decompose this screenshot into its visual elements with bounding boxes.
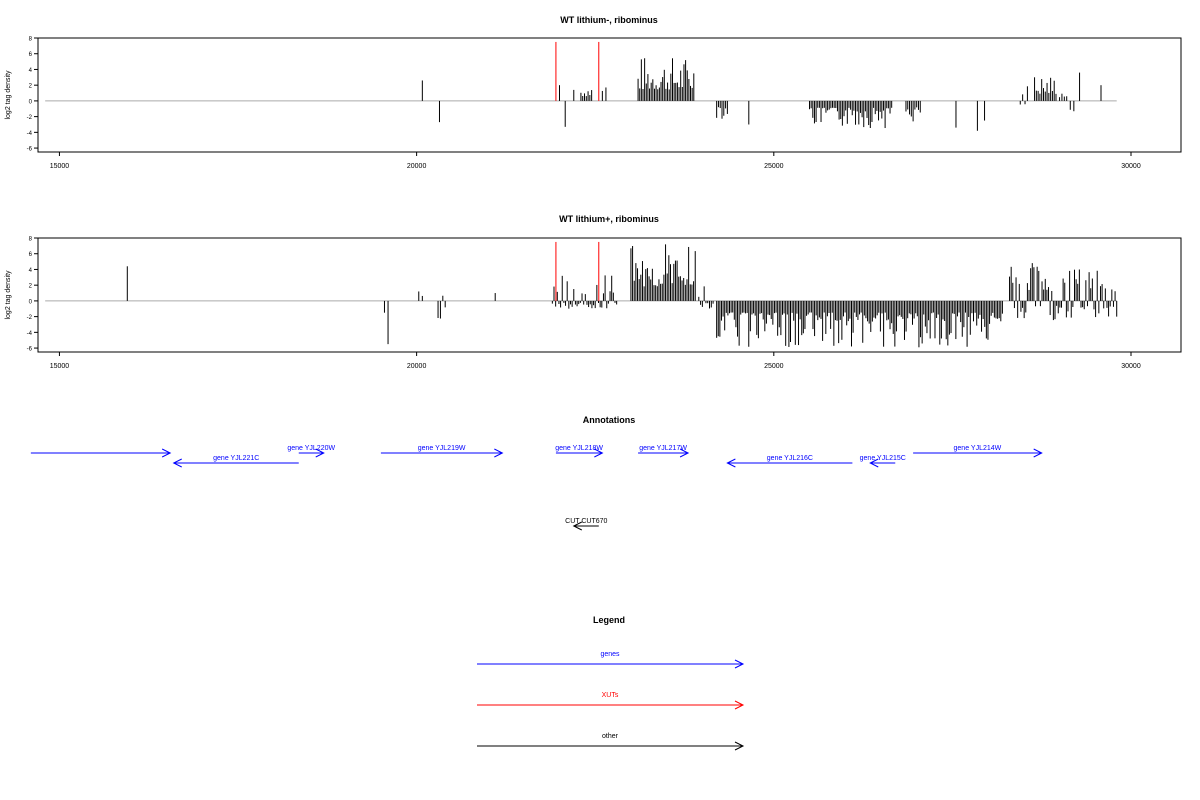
legend-label: other xyxy=(602,733,619,740)
y-tick-label: 8 xyxy=(29,237,33,243)
arrow-head xyxy=(172,458,182,468)
arrow-head xyxy=(594,448,604,458)
arrow-head xyxy=(679,448,690,458)
gene-arrow xyxy=(913,448,1043,458)
axis-ticks: 15000 20000 25000 30000 8 6 4 2 0 -2 -4 -6 xyxy=(27,237,1141,371)
legend-label: genes xyxy=(600,651,620,658)
y-tick-label: 0 xyxy=(29,99,33,105)
other-arrow xyxy=(572,521,599,531)
y-axis-label: log2 tag density xyxy=(5,70,12,120)
gene-label: gene YJL220W xyxy=(287,445,335,452)
y-tick-label: -2 xyxy=(27,315,33,321)
arrow-head xyxy=(869,458,879,468)
gene-arrow xyxy=(30,448,172,458)
gene-arrow xyxy=(298,448,325,458)
legend: Legend genes XUTs other xyxy=(477,615,745,751)
y-tick-label: -4 xyxy=(27,131,33,137)
density-panel-lithium-plus: WT lithium+, ribominus log2 tag density … xyxy=(5,214,1182,371)
arrow-head xyxy=(734,700,745,710)
gene-arrow xyxy=(172,458,299,468)
x-tick-label: 20000 xyxy=(407,163,427,170)
gene-arrows: gene YJL221C gene YJL220W gene YJL219W gene… xyxy=(30,445,1043,468)
gene-label: gene YJL216C xyxy=(767,455,813,462)
y-tick-label: -2 xyxy=(27,115,33,121)
arrow-head xyxy=(1033,448,1043,458)
arrow-head xyxy=(734,741,745,751)
arrow-head xyxy=(726,458,736,468)
gene-arrow xyxy=(869,458,896,468)
gene-arrow xyxy=(555,448,604,458)
y-tick-label: 8 xyxy=(29,37,33,43)
legend-arrow xyxy=(477,741,745,751)
arrow-head xyxy=(734,659,745,669)
gene-arrow xyxy=(638,448,690,458)
x-tick-label: 30000 xyxy=(1121,163,1141,170)
x-tick-label: 15000 xyxy=(50,363,70,370)
legend-items: genes XUTs other xyxy=(477,651,745,751)
density-marks xyxy=(45,241,1118,348)
gene-label: gene YJL214W xyxy=(954,445,1002,452)
legend-arrow xyxy=(477,700,745,710)
plot-frame xyxy=(37,237,1182,353)
arrow-head xyxy=(494,448,504,458)
y-tick-label: 4 xyxy=(29,268,33,274)
arrow-head xyxy=(572,521,583,531)
x-tick-label: 25000 xyxy=(764,363,784,370)
annotations-title: Annotations xyxy=(583,415,636,425)
legend-label: XUTs xyxy=(602,692,619,699)
density-panel-lithium-minus: WT lithium-, ribominus log2 tag density … xyxy=(5,15,1182,171)
y-tick-label: 6 xyxy=(29,52,33,58)
legend-title: Legend xyxy=(593,615,625,625)
gene-label: gene YJL215C xyxy=(860,455,906,462)
gene-arrow xyxy=(380,448,504,458)
axis-ticks: 15000 20000 25000 30000 8 6 4 2 0 -2 -4 -6 xyxy=(27,37,1141,171)
x-tick-label: 15000 xyxy=(50,163,70,170)
y-tick-label: -4 xyxy=(27,331,33,337)
y-tick-label: -6 xyxy=(27,147,33,153)
y-axis-label: log2 tag density xyxy=(5,270,12,320)
density-marks xyxy=(45,41,1117,131)
panel-title: WT lithium-, ribominus xyxy=(560,15,658,25)
y-tick-label: 2 xyxy=(29,84,33,90)
plot-frame xyxy=(37,37,1182,153)
arrow-head xyxy=(315,448,325,458)
gene-arrow xyxy=(726,458,853,468)
y-tick-label: 0 xyxy=(29,299,33,305)
y-tick-label: -6 xyxy=(27,347,33,353)
y-tick-label: 6 xyxy=(29,252,33,258)
arrow-head xyxy=(161,448,172,458)
x-tick-label: 20000 xyxy=(407,363,427,370)
gene-label: gene YJL219W xyxy=(418,445,466,452)
panel-title: WT lithium+, ribominus xyxy=(559,214,659,224)
other-arrows: CUT CUT670 xyxy=(565,518,608,531)
y-tick-label: 4 xyxy=(29,68,33,74)
legend-arrow xyxy=(477,659,745,669)
gene-label: gene YJL221C xyxy=(213,455,259,462)
other-label: CUT CUT670 xyxy=(565,518,607,525)
gene-label: gene YJL217W xyxy=(639,445,687,452)
x-tick-label: 25000 xyxy=(764,163,784,170)
y-tick-label: 2 xyxy=(29,284,33,290)
gene-label: gene YJL218W xyxy=(555,445,603,452)
x-tick-label: 30000 xyxy=(1121,363,1141,370)
